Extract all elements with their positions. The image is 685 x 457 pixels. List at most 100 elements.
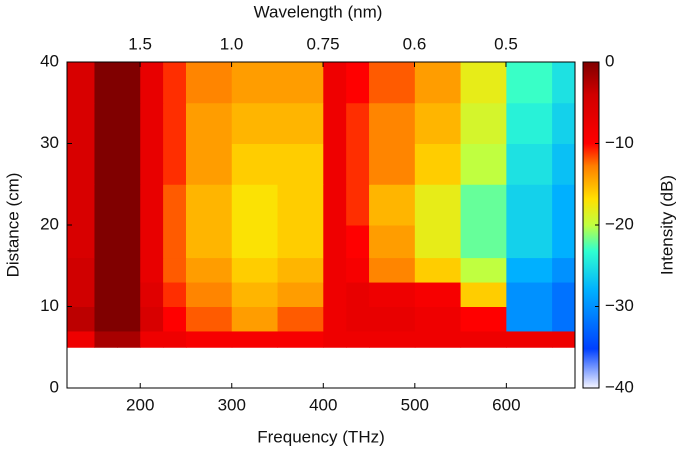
heatmap-cell	[460, 225, 507, 259]
heatmap-cell	[506, 282, 553, 307]
heatmap-cell	[67, 225, 95, 259]
heatmap-cell	[185, 257, 233, 283]
heatmap-cell	[552, 225, 576, 259]
heatmap-cell	[277, 225, 324, 259]
heatmap-cell	[346, 306, 370, 332]
heatmap-cell	[140, 102, 164, 144]
heatmap-cell	[163, 306, 187, 332]
heatmap-cell	[94, 184, 118, 226]
heatmap-cell	[277, 257, 324, 283]
heatmap-cell	[506, 62, 553, 104]
heatmap-cell	[231, 184, 279, 226]
heatmap-cell	[117, 257, 141, 283]
heatmap-cell	[552, 330, 576, 348]
x2-axis-label: Wavelength (nm)	[254, 2, 383, 21]
heatmap-cell	[231, 102, 279, 144]
heatmap-cell	[140, 62, 164, 104]
heatmap-cell	[67, 306, 95, 332]
heatmap-cell	[369, 225, 416, 259]
heatmap-cell	[369, 62, 416, 104]
heatmap-cell	[94, 282, 118, 307]
y-axis-label: Distance (cm)	[3, 173, 22, 278]
heatmap-cell	[67, 62, 95, 104]
heatmap-cell	[140, 184, 164, 226]
heatmap-cell	[185, 62, 233, 104]
heatmap-cell	[506, 143, 553, 185]
heatmap-cell	[185, 225, 233, 259]
heatmap-cell	[414, 143, 462, 185]
heatmap-cell	[346, 184, 370, 226]
heatmap-cell	[185, 143, 233, 185]
heatmap-cell	[323, 225, 347, 259]
heatmap-cell	[346, 330, 370, 348]
heatmap-cell	[460, 257, 507, 283]
heatmap-cell	[460, 282, 507, 307]
heatmap-cell	[552, 184, 576, 226]
heatmap-cell	[552, 306, 576, 332]
heatmap-cell	[117, 225, 141, 259]
heatmap-cell	[506, 306, 553, 332]
x-tick-label: 300	[218, 395, 246, 414]
heatmap-cell	[323, 330, 347, 348]
heatmap-cell	[94, 225, 118, 259]
heatmap-cell	[346, 257, 370, 283]
heatmap-cell	[163, 282, 187, 307]
heatmap-cell	[346, 102, 370, 144]
y-tick-label: 10	[40, 296, 59, 315]
heatmap-cell	[506, 330, 553, 348]
colorbar-label: Intensity (dB)	[657, 175, 676, 275]
heatmap-cell	[67, 282, 95, 307]
x2-tick-label: 0.6	[403, 34, 427, 53]
heatmap-cell	[414, 330, 462, 348]
heatmap-cell	[67, 184, 95, 226]
heatmap-cell	[117, 330, 141, 348]
heatmap-cell	[231, 62, 279, 104]
heatmap-cell	[163, 257, 187, 283]
heatmap-cell	[414, 225, 462, 259]
heatmap-cell	[414, 257, 462, 283]
heatmap-cell	[231, 306, 279, 332]
heatmap-cell	[185, 184, 233, 226]
heatmap-cell	[323, 62, 347, 104]
heatmap-cell	[94, 143, 118, 185]
heatmap-cell	[369, 330, 416, 348]
heatmap-cell	[185, 330, 233, 348]
heatmap-cell	[414, 102, 462, 144]
heatmap-cell	[552, 62, 576, 104]
heatmap-cell	[140, 225, 164, 259]
heatmap-cell	[323, 257, 347, 283]
heatmap-cell	[460, 62, 507, 104]
heatmap-cell	[346, 62, 370, 104]
heatmap-cell	[140, 282, 164, 307]
heatmap-cell	[117, 282, 141, 307]
heatmap-cell	[460, 330, 507, 348]
heatmap-cell	[277, 184, 324, 226]
x2-tick-label: 1.0	[220, 34, 244, 53]
heatmap-cell	[277, 306, 324, 332]
heatmap-cell	[163, 143, 187, 185]
heatmap-cell	[117, 143, 141, 185]
x-tick-label: 400	[309, 395, 337, 414]
heatmap-cell	[506, 184, 553, 226]
heatmap-cell	[552, 102, 576, 144]
heatmap-cell	[277, 143, 324, 185]
heatmap-cell	[140, 143, 164, 185]
heatmap-cell	[369, 282, 416, 307]
heatmap-cell	[94, 257, 118, 283]
colorbar-tick-label: −20	[605, 214, 634, 233]
heatmap-cell	[67, 143, 95, 185]
heatmap-cell	[552, 282, 576, 307]
heatmap-cell	[94, 306, 118, 332]
x-tick-label: 600	[492, 395, 520, 414]
heatmap-cell	[552, 257, 576, 283]
heatmap-cell	[140, 306, 164, 332]
heatmap-cell	[414, 184, 462, 226]
x-tick-label: 200	[126, 395, 154, 414]
heatmap-cell	[231, 330, 279, 348]
heatmap-cell	[369, 257, 416, 283]
heatmap-cell	[323, 184, 347, 226]
heatmap-cell	[506, 102, 553, 144]
y-tick-label: 0	[50, 377, 59, 396]
heatmap-cell	[323, 143, 347, 185]
